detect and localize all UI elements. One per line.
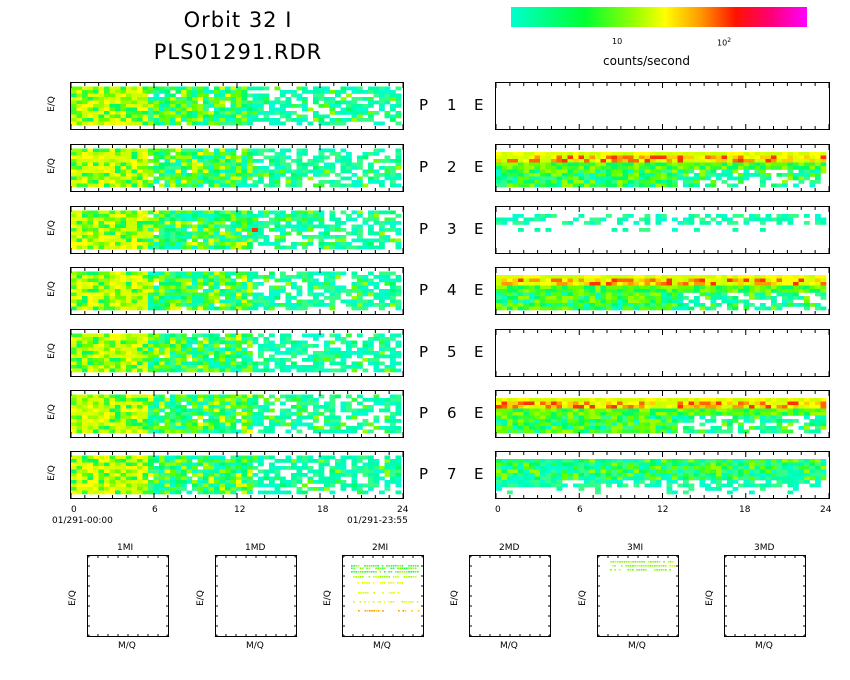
ion-panel-p1 xyxy=(70,82,404,130)
mass-title-3mi: 3MI xyxy=(627,543,644,553)
x-tick-18-left: 18 xyxy=(317,505,329,515)
ion-panel-p4 xyxy=(70,267,404,315)
electron-panel-e4 xyxy=(495,267,830,315)
x-tick-6-right: 6 xyxy=(577,505,583,515)
start-date-label: 01/291-00:00 xyxy=(52,516,113,526)
x-tick-18-right: 18 xyxy=(739,505,751,515)
row-number-5: 5 xyxy=(447,343,457,361)
electron-panel-e1 xyxy=(495,82,830,130)
mass-ylabel-3mi: E/Q xyxy=(577,590,588,606)
row-label-p3: P xyxy=(419,220,429,238)
mass-ylabel-1mi: E/Q xyxy=(67,590,78,606)
row-label-e3: E xyxy=(474,220,484,238)
mass-title-2md: 2MD xyxy=(499,543,520,553)
ion-panel-p5 xyxy=(70,329,404,377)
mass-title-3md: 3MD xyxy=(754,543,775,553)
ylabel-p5: E/Q xyxy=(46,343,57,359)
row-number-4: 4 xyxy=(447,281,457,299)
colorbar xyxy=(511,7,807,27)
x-tick-12-right: 12 xyxy=(657,505,669,515)
x-tick-12-left: 12 xyxy=(234,505,246,515)
electron-panel-e5 xyxy=(495,329,830,377)
row-label-p4: P xyxy=(419,281,429,299)
ion-panel-p2 xyxy=(70,144,404,192)
row-label-p6: P xyxy=(419,404,429,422)
mass-panel-1md xyxy=(215,555,297,637)
ion-panel-p3 xyxy=(70,206,404,254)
row-label-p7: P xyxy=(419,465,429,483)
row-label-e1: E xyxy=(474,96,484,114)
electron-panel-e7 xyxy=(495,451,830,499)
title-line-2: PLS01291.RDR xyxy=(153,40,323,64)
row-label-e4: E xyxy=(474,281,484,299)
ylabel-p3: E/Q xyxy=(46,220,57,236)
ion-panel-p7 xyxy=(70,451,404,499)
row-number-1: 1 xyxy=(447,96,457,114)
mass-xlabel-2mi: M/Q xyxy=(373,641,391,651)
mass-panel-2mi xyxy=(342,555,424,637)
row-label-e5: E xyxy=(474,343,484,361)
mass-xlabel-1md: M/Q xyxy=(246,641,264,651)
mass-panel-3mi xyxy=(597,555,679,637)
mass-ylabel-3md: E/Q xyxy=(704,590,715,606)
mass-xlabel-3md: M/Q xyxy=(755,641,773,651)
mass-title-2mi: 2MI xyxy=(372,543,389,553)
mass-panel-2md xyxy=(469,555,551,637)
ylabel-p4: E/Q xyxy=(46,281,57,297)
x-tick-0-right: 0 xyxy=(495,505,501,515)
row-label-p5: P xyxy=(419,343,429,361)
mass-panel-1mi xyxy=(87,555,169,637)
mass-xlabel-3mi: M/Q xyxy=(628,641,646,651)
x-tick-24-left: 24 xyxy=(397,505,409,515)
row-label-e2: E xyxy=(474,158,484,176)
row-number-7: 7 xyxy=(447,465,457,483)
ylabel-p7: E/Q xyxy=(46,465,57,481)
mass-title-1md: 1MD xyxy=(245,543,266,553)
row-number-3: 3 xyxy=(447,220,457,238)
row-label-e6: E xyxy=(474,404,484,422)
mass-xlabel-1mi: M/Q xyxy=(118,641,136,651)
colorbar-tick-100: 102 xyxy=(717,37,732,48)
colorbar-gradient xyxy=(511,7,807,27)
electron-panel-e2 xyxy=(495,144,830,192)
x-tick-6-left: 6 xyxy=(152,505,158,515)
row-number-6: 6 xyxy=(447,404,457,422)
x-tick-24-right: 24 xyxy=(820,505,832,515)
mass-title-1mi: 1MI xyxy=(117,543,134,553)
row-label-e7: E xyxy=(474,465,484,483)
ion-panel-p6 xyxy=(70,390,404,438)
electron-panel-e3 xyxy=(495,206,830,254)
colorbar-label: counts/second xyxy=(603,54,690,68)
electron-panel-e6 xyxy=(495,390,830,438)
ylabel-p1: E/Q xyxy=(46,96,57,112)
ylabel-p6: E/Q xyxy=(46,404,57,420)
mass-xlabel-2md: M/Q xyxy=(500,641,518,651)
row-number-2: 2 xyxy=(447,158,457,176)
row-label-p1: P xyxy=(419,96,429,114)
colorbar-tick-10: 10 xyxy=(612,37,623,46)
mass-panel-3md xyxy=(724,555,806,637)
title-line-1: Orbit 32 I xyxy=(183,8,293,32)
row-label-p2: P xyxy=(419,158,429,176)
ylabel-p2: E/Q xyxy=(46,158,57,174)
mass-ylabel-2md: E/Q xyxy=(449,590,460,606)
mass-ylabel-1md: E/Q xyxy=(195,590,206,606)
end-date-label: 01/291-23:55 xyxy=(347,516,408,526)
mass-ylabel-2mi: E/Q xyxy=(322,590,333,606)
x-tick-0-left: 0 xyxy=(71,505,77,515)
